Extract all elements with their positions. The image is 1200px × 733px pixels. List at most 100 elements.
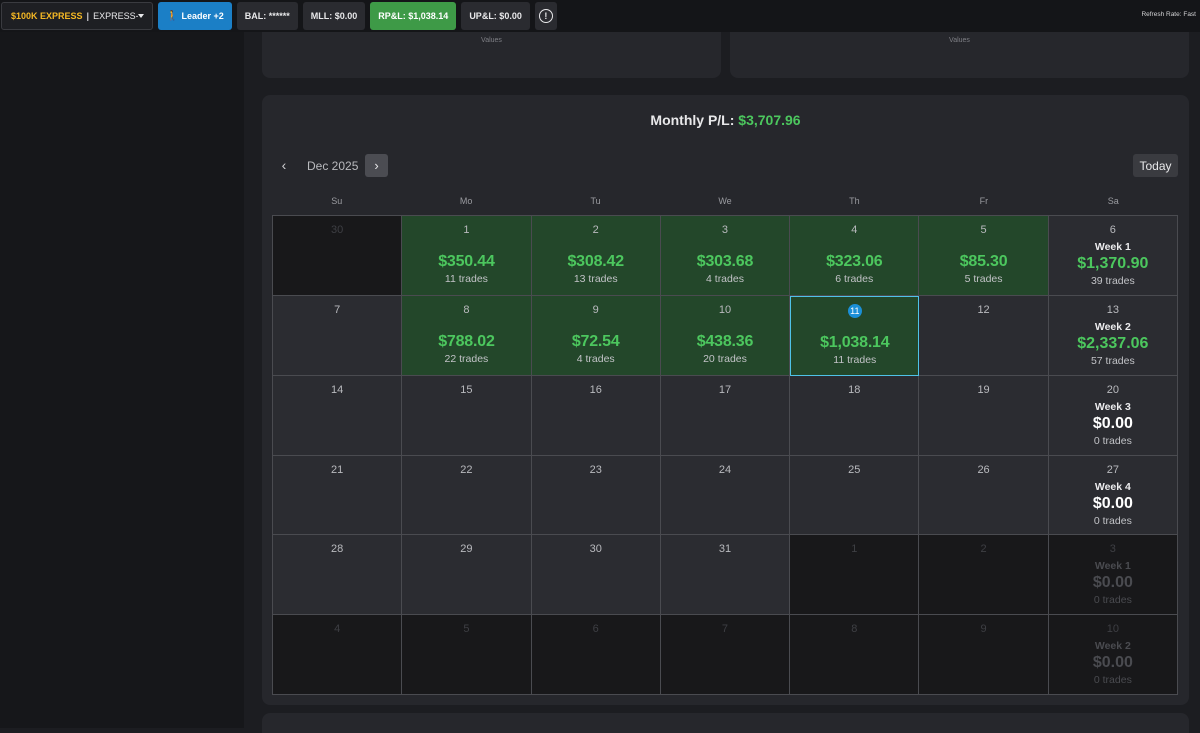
week-summary-cell[interactable]: 6 Week 1 $1,370.90 39 trades bbox=[1048, 216, 1178, 296]
calendar-day-cell[interactable]: 3 $303.68 4 trades bbox=[660, 216, 791, 296]
calendar-day-cell[interactable]: 2 $308.42 13 trades bbox=[531, 216, 661, 296]
calendar-day-cell[interactable]: 1 $350.44 11 trades bbox=[402, 216, 532, 296]
day-number: 10 bbox=[1106, 623, 1119, 636]
day-trade-count: 11 trades bbox=[444, 273, 488, 285]
calendar-day-cell[interactable]: 12 bbox=[919, 295, 1049, 376]
calendar-day-cell[interactable]: 25 bbox=[790, 455, 920, 536]
day-number: 20 bbox=[1106, 383, 1119, 396]
day-number: 31 bbox=[718, 543, 732, 556]
calendar-day-cell[interactable]: 5 $85.30 5 trades bbox=[919, 216, 1049, 296]
leader-button[interactable]: 🚶 Leader +2 bbox=[158, 2, 232, 30]
week-pnl: $0.00 bbox=[1092, 574, 1133, 592]
exclamation-circle-icon: ! bbox=[538, 9, 553, 23]
monthly-pnl-heading: Monthly P/L: $3,707.96 bbox=[262, 112, 1189, 128]
week-trade-count: 0 trades bbox=[1093, 434, 1132, 447]
day-number: 13 bbox=[1106, 303, 1119, 316]
day-pnl: $303.68 bbox=[696, 253, 754, 270]
week-label: Week 2 bbox=[1094, 320, 1131, 333]
calendar-day-cell[interactable]: 6 bbox=[531, 615, 661, 695]
day-pnl: $438.36 bbox=[696, 332, 754, 350]
week-summary-cell[interactable]: 27 Week 4 $0.00 0 trades bbox=[1048, 455, 1178, 536]
week-label: Week 4 bbox=[1094, 480, 1131, 493]
calendar-day-cell[interactable]: 29 bbox=[402, 535, 532, 616]
calendar-day-cell[interactable]: 21 bbox=[273, 455, 403, 536]
weekday-label: Tu bbox=[590, 196, 601, 206]
calendar-day-cell[interactable]: 8 $788.02 22 trades bbox=[402, 295, 532, 376]
calendar-day-cell[interactable]: 4 bbox=[273, 615, 403, 695]
calendar-day-cell[interactable]: 1 bbox=[790, 535, 920, 616]
week-summary-cell[interactable]: 13 Week 2 $2,337.06 57 trades bbox=[1048, 295, 1178, 376]
calendar-day-cell[interactable]: 19 bbox=[919, 375, 1049, 456]
calendar-day-cell[interactable]: 17 bbox=[660, 375, 791, 456]
day-pnl: $85.30 bbox=[959, 253, 1008, 270]
day-number: 16 bbox=[589, 383, 602, 396]
account-name: EXPRESS-... bbox=[93, 11, 138, 21]
calendar-day-cell[interactable]: 9 $72.54 4 trades bbox=[531, 295, 661, 376]
account-selector[interactable]: $100K EXPRESS | EXPRESS-... bbox=[1, 2, 153, 30]
week-label: Week 2 bbox=[1094, 640, 1131, 653]
week-summary-cell[interactable]: 10 Week 2 $0.00 0 trades bbox=[1048, 615, 1178, 695]
day-number: 26 bbox=[977, 463, 990, 476]
day-number: 27 bbox=[1106, 463, 1119, 476]
day-number: 6 bbox=[592, 623, 599, 636]
week-trade-count: 57 trades bbox=[1090, 354, 1135, 367]
calendar-day-cell[interactable]: 24 bbox=[660, 455, 791, 536]
balance-chip[interactable]: BAL: ****** bbox=[236, 2, 298, 30]
day-number: 28 bbox=[331, 543, 344, 556]
calendar-day-cell[interactable]: 5 bbox=[402, 615, 532, 695]
values-axis-label: Values bbox=[481, 37, 502, 44]
weekday-label: We bbox=[718, 196, 732, 206]
day-number: 4 bbox=[334, 623, 341, 636]
weekday-label: Sa bbox=[1107, 196, 1119, 206]
account-separator: | bbox=[86, 11, 90, 21]
day-pnl: $72.54 bbox=[571, 332, 620, 350]
week-trade-count: 39 trades bbox=[1090, 275, 1135, 287]
day-number: 2 bbox=[592, 224, 599, 236]
week-summary-cell[interactable]: 3 Week 1 $0.00 0 trades bbox=[1048, 535, 1178, 616]
day-number: 1 bbox=[851, 543, 858, 556]
mll-chip[interactable]: MLL: $0.00 bbox=[302, 2, 366, 30]
calendar-day-cell[interactable]: 2 bbox=[919, 535, 1049, 616]
calendar-day-cell[interactable]: 23 bbox=[531, 455, 661, 536]
day-pnl: $350.44 bbox=[438, 253, 495, 270]
chevron-right-icon[interactable]: › bbox=[365, 154, 388, 177]
week-label: Week 1 bbox=[1094, 560, 1131, 573]
day-number: 30 bbox=[331, 224, 344, 236]
calendar-day-cell[interactable]: 14 bbox=[273, 375, 403, 456]
calendar-day-cell[interactable]: 10 $438.36 20 trades bbox=[660, 295, 791, 376]
day-trade-count: 22 trades bbox=[444, 352, 489, 365]
leader-label: Leader +2 bbox=[181, 11, 224, 21]
unrealized-pnl-chip[interactable]: UP&L: $0.00 bbox=[461, 2, 530, 30]
day-number: 10 bbox=[718, 303, 732, 316]
day-number: 21 bbox=[331, 463, 344, 476]
week-summary-cell[interactable]: 20 Week 3 $0.00 0 trades bbox=[1048, 375, 1178, 456]
week-trade-count: 0 trades bbox=[1093, 594, 1132, 607]
calendar-day-cell[interactable]: 7 bbox=[660, 615, 791, 695]
today-button[interactable]: Today bbox=[1133, 154, 1178, 177]
calendar-day-cell[interactable]: 15 bbox=[402, 375, 532, 456]
calendar-day-cell[interactable]: 18 bbox=[790, 375, 920, 456]
day-trade-count: 5 trades bbox=[964, 273, 1003, 285]
day-number: 9 bbox=[980, 623, 987, 636]
chevron-left-icon[interactable]: ‹ bbox=[281, 157, 287, 173]
realized-pnl-chip[interactable]: RP&L: $1,038.14 bbox=[370, 2, 457, 30]
calendar-day-cell[interactable]: 28 bbox=[273, 535, 403, 616]
calendar-day-cell[interactable]: 30 bbox=[273, 216, 403, 296]
day-number: 5 bbox=[980, 224, 987, 236]
calendar-day-cell[interactable]: 11 $1,038.14 11 trades bbox=[790, 295, 920, 376]
calendar-day-cell[interactable]: 31 bbox=[660, 535, 791, 616]
monthly-pnl-label: Monthly P/L: bbox=[650, 112, 735, 128]
calendar-day-cell[interactable]: 30 bbox=[531, 535, 661, 616]
walking-person-icon: 🚶 bbox=[166, 10, 179, 22]
refresh-rate-label[interactable]: Refresh Rate: Fast bbox=[1141, 11, 1196, 18]
chevron-down-icon bbox=[138, 14, 144, 18]
week-pnl: $0.00 bbox=[1092, 654, 1133, 672]
calendar-day-cell[interactable]: 26 bbox=[919, 455, 1049, 536]
calendar-day-cell[interactable]: 7 bbox=[273, 295, 403, 376]
calendar-day-cell[interactable]: 9 bbox=[919, 615, 1049, 695]
calendar-day-cell[interactable]: 22 bbox=[402, 455, 532, 536]
info-button[interactable]: ! bbox=[534, 2, 557, 30]
calendar-day-cell[interactable]: 8 bbox=[790, 615, 920, 695]
calendar-day-cell[interactable]: 16 bbox=[531, 375, 661, 456]
calendar-day-cell[interactable]: 4 $323.06 6 trades bbox=[790, 216, 920, 296]
